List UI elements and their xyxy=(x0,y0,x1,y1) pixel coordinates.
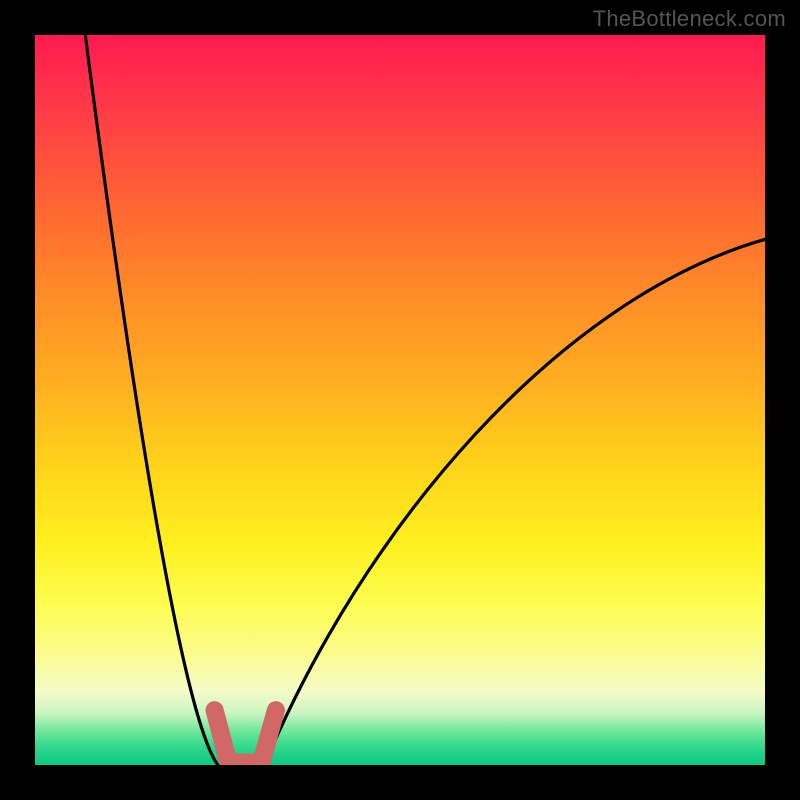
chart-svg xyxy=(35,35,765,765)
plot-area xyxy=(35,35,765,765)
watermark-text: TheBottleneck.com xyxy=(593,6,786,32)
curve-left-branch xyxy=(82,35,228,765)
curve-right-branch xyxy=(261,239,765,765)
valley-highlight-right-top xyxy=(261,710,276,763)
